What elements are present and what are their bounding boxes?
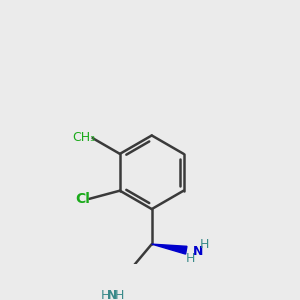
Text: H: H [186, 253, 195, 266]
Text: N: N [193, 245, 203, 259]
Text: Cl: Cl [75, 192, 90, 206]
Text: H: H [200, 238, 209, 251]
Text: H: H [100, 290, 110, 300]
Text: H: H [114, 290, 124, 300]
Text: CH₃: CH₃ [72, 131, 95, 144]
Polygon shape [152, 244, 187, 254]
Text: N: N [107, 290, 117, 300]
